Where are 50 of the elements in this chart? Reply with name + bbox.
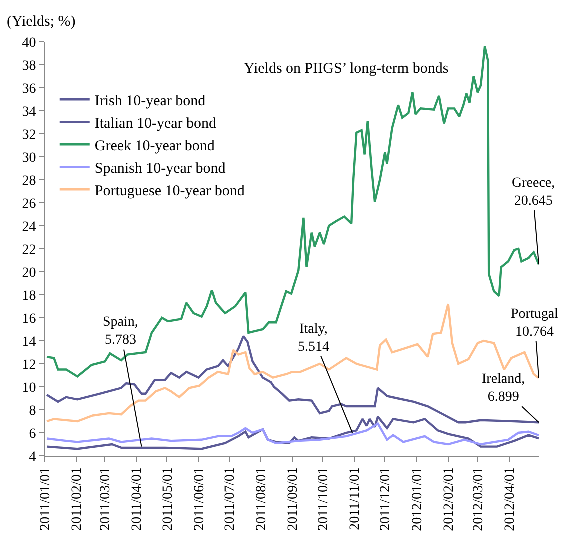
legend-label: Portuguese 10-year bond xyxy=(94,184,246,200)
line-series xyxy=(46,335,539,424)
x-tick-label: 2012/02/01 xyxy=(442,468,457,532)
x-tick-label: 2011/03/01 xyxy=(98,468,114,531)
text: Yields on PIIGS’ long-term bonds xyxy=(244,60,449,77)
y-tick-label: 22 xyxy=(22,242,36,258)
y-tick-label: 26 xyxy=(22,196,36,212)
y-tick-label: 10 xyxy=(22,380,36,396)
y-tick-label: 18 xyxy=(22,288,36,304)
y-tick-label: 32 xyxy=(22,128,36,143)
y-tick-label: 38 xyxy=(22,58,36,74)
y-tick-label: 6 xyxy=(29,426,36,442)
x-tick-label: 2011/10/01 xyxy=(316,468,332,531)
x-tick-label: 2011/08/01 xyxy=(254,468,270,531)
legend-label: Italian 10-year bond xyxy=(94,116,217,132)
y-axis-title: (Yields; %) xyxy=(7,14,76,30)
annotation: Portugal 10.764 xyxy=(511,307,559,340)
y-tick-label: 30 xyxy=(22,150,36,166)
y-tick-label: 12 xyxy=(22,358,36,373)
y-tick-label: 24 xyxy=(22,220,36,235)
annotation: Ireland, 6.899 xyxy=(482,372,526,406)
legend-label: Greek 10-year bond xyxy=(94,138,216,154)
y-tick-label: 36 xyxy=(22,82,36,97)
y-tick-label: 4 xyxy=(29,450,36,465)
y-tick-label: 40 xyxy=(22,36,36,51)
annotation: Spain, 5.783 xyxy=(103,315,138,348)
line-series xyxy=(46,416,539,450)
y-tick-label: 16 xyxy=(22,312,36,327)
annotation: Greece, 20.645 xyxy=(512,176,556,210)
x-tick-label: 2011/01/01 xyxy=(38,468,54,531)
y-tick-label: 34 xyxy=(22,104,36,120)
y-tick-label: 28 xyxy=(22,174,36,189)
x-tick-label: 2012/03/01 xyxy=(471,468,486,532)
x-tick-label: 2012/04/01 xyxy=(503,468,518,532)
annotation: Italy, 5.514 xyxy=(298,322,330,356)
x-tick-label: 2011/04/01 xyxy=(130,468,146,531)
x-tick-label: 2011/05/01 xyxy=(160,468,176,531)
x-tick-label: 2011/12/01 xyxy=(378,468,394,531)
legend-label: Irish 10-year bond xyxy=(94,94,206,110)
line-series xyxy=(46,422,539,446)
x-tick-label: 2011/02/01 xyxy=(70,468,86,531)
x-tick-label: 2011/11/01 xyxy=(348,468,364,530)
x-tick-label: 2011/07/01 xyxy=(222,468,238,531)
y-tick-label: 8 xyxy=(29,404,36,419)
y-tick-label: 20 xyxy=(22,266,36,281)
legend-label: Spanish 10-year bond xyxy=(94,161,226,177)
y-tick-label: 14 xyxy=(22,334,36,350)
x-tick-label: 2012/01/01 xyxy=(410,468,426,532)
x-tick-label: 2011/06/01 xyxy=(192,468,208,531)
x-tick-label: 2011/09/01 xyxy=(286,468,302,531)
